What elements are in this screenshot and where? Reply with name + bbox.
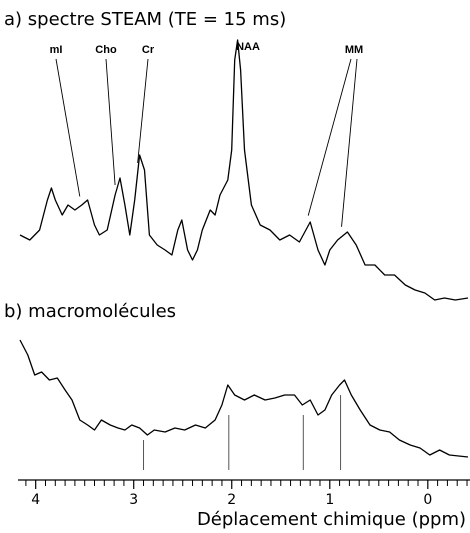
spectrum-line	[19, 339, 469, 458]
peak-label: NAA	[236, 41, 260, 53]
peak-pointer	[55, 58, 81, 197]
peak-label: Cho	[95, 44, 117, 56]
x-tick-label: 2	[227, 492, 236, 508]
peak-label: Cr	[142, 44, 155, 56]
x-tick-label: 1	[325, 492, 334, 508]
x-tick-label: 0	[423, 492, 432, 508]
peak-pointer	[137, 58, 149, 164]
x-axis-label: Déplacement chimique (ppm)	[197, 509, 466, 530]
spectrum-line	[19, 39, 469, 301]
peak-pointer	[307, 58, 352, 216]
chart-title: b) macromolécules	[4, 301, 176, 322]
x-tick-label: 4	[31, 492, 40, 508]
x-tick-label: 3	[129, 492, 138, 508]
peak-label: MM	[345, 44, 363, 56]
peak-label: mI	[50, 44, 63, 56]
peak-pointer	[105, 58, 116, 186]
chart-title: a) spectre STEAM (TE = 15 ms)	[4, 9, 286, 30]
peak-pointer	[341, 58, 358, 227]
